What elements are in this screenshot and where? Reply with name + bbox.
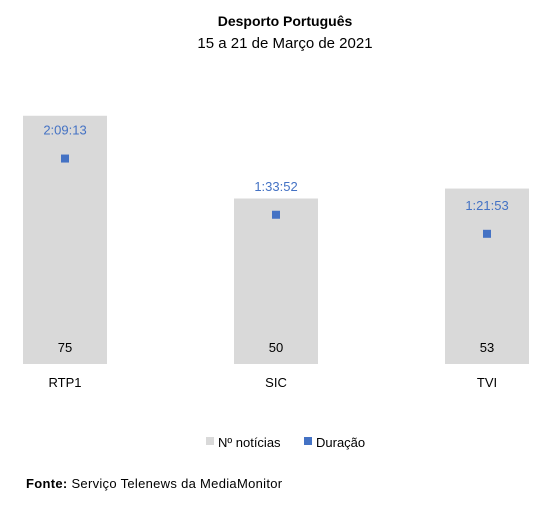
legend-swatch-duracao bbox=[304, 437, 312, 445]
legend-swatch-noticias bbox=[206, 437, 214, 445]
bar-rtp1 bbox=[23, 115, 107, 364]
bar-tvi bbox=[445, 188, 529, 364]
bar-sic bbox=[234, 198, 318, 364]
x-tick-label: RTP1 bbox=[49, 375, 82, 390]
source-text: Serviço Telenews da MediaMonitor bbox=[71, 476, 283, 491]
source-label: Fonte: bbox=[26, 476, 68, 491]
bar-value-label: 75 bbox=[58, 340, 72, 355]
bar-value-label: 53 bbox=[480, 340, 494, 355]
legend-label-duracao: Duração bbox=[316, 435, 365, 450]
x-tick-label: SIC bbox=[265, 375, 287, 390]
legend: Nº notícias Duração bbox=[206, 435, 365, 450]
duration-marker-tvi bbox=[483, 229, 491, 238]
chart-title: Desporto Português bbox=[218, 13, 353, 29]
chart-subtitle: 15 a 21 de Março de 2021 bbox=[197, 35, 372, 52]
bar-value-label: 50 bbox=[269, 340, 283, 355]
duration-label: 1:33:52 bbox=[254, 179, 297, 194]
duration-label: 1:21:53 bbox=[465, 198, 508, 213]
duration-marker-rtp1 bbox=[61, 154, 69, 163]
duration-label: 2:09:13 bbox=[43, 123, 86, 138]
x-tick-label: TVI bbox=[477, 375, 497, 390]
legend-label-noticias: Nº notícias bbox=[218, 435, 281, 450]
duration-marker-sic bbox=[272, 210, 280, 219]
source-note: Fonte: Serviço Telenews da MediaMonitor bbox=[26, 476, 282, 491]
